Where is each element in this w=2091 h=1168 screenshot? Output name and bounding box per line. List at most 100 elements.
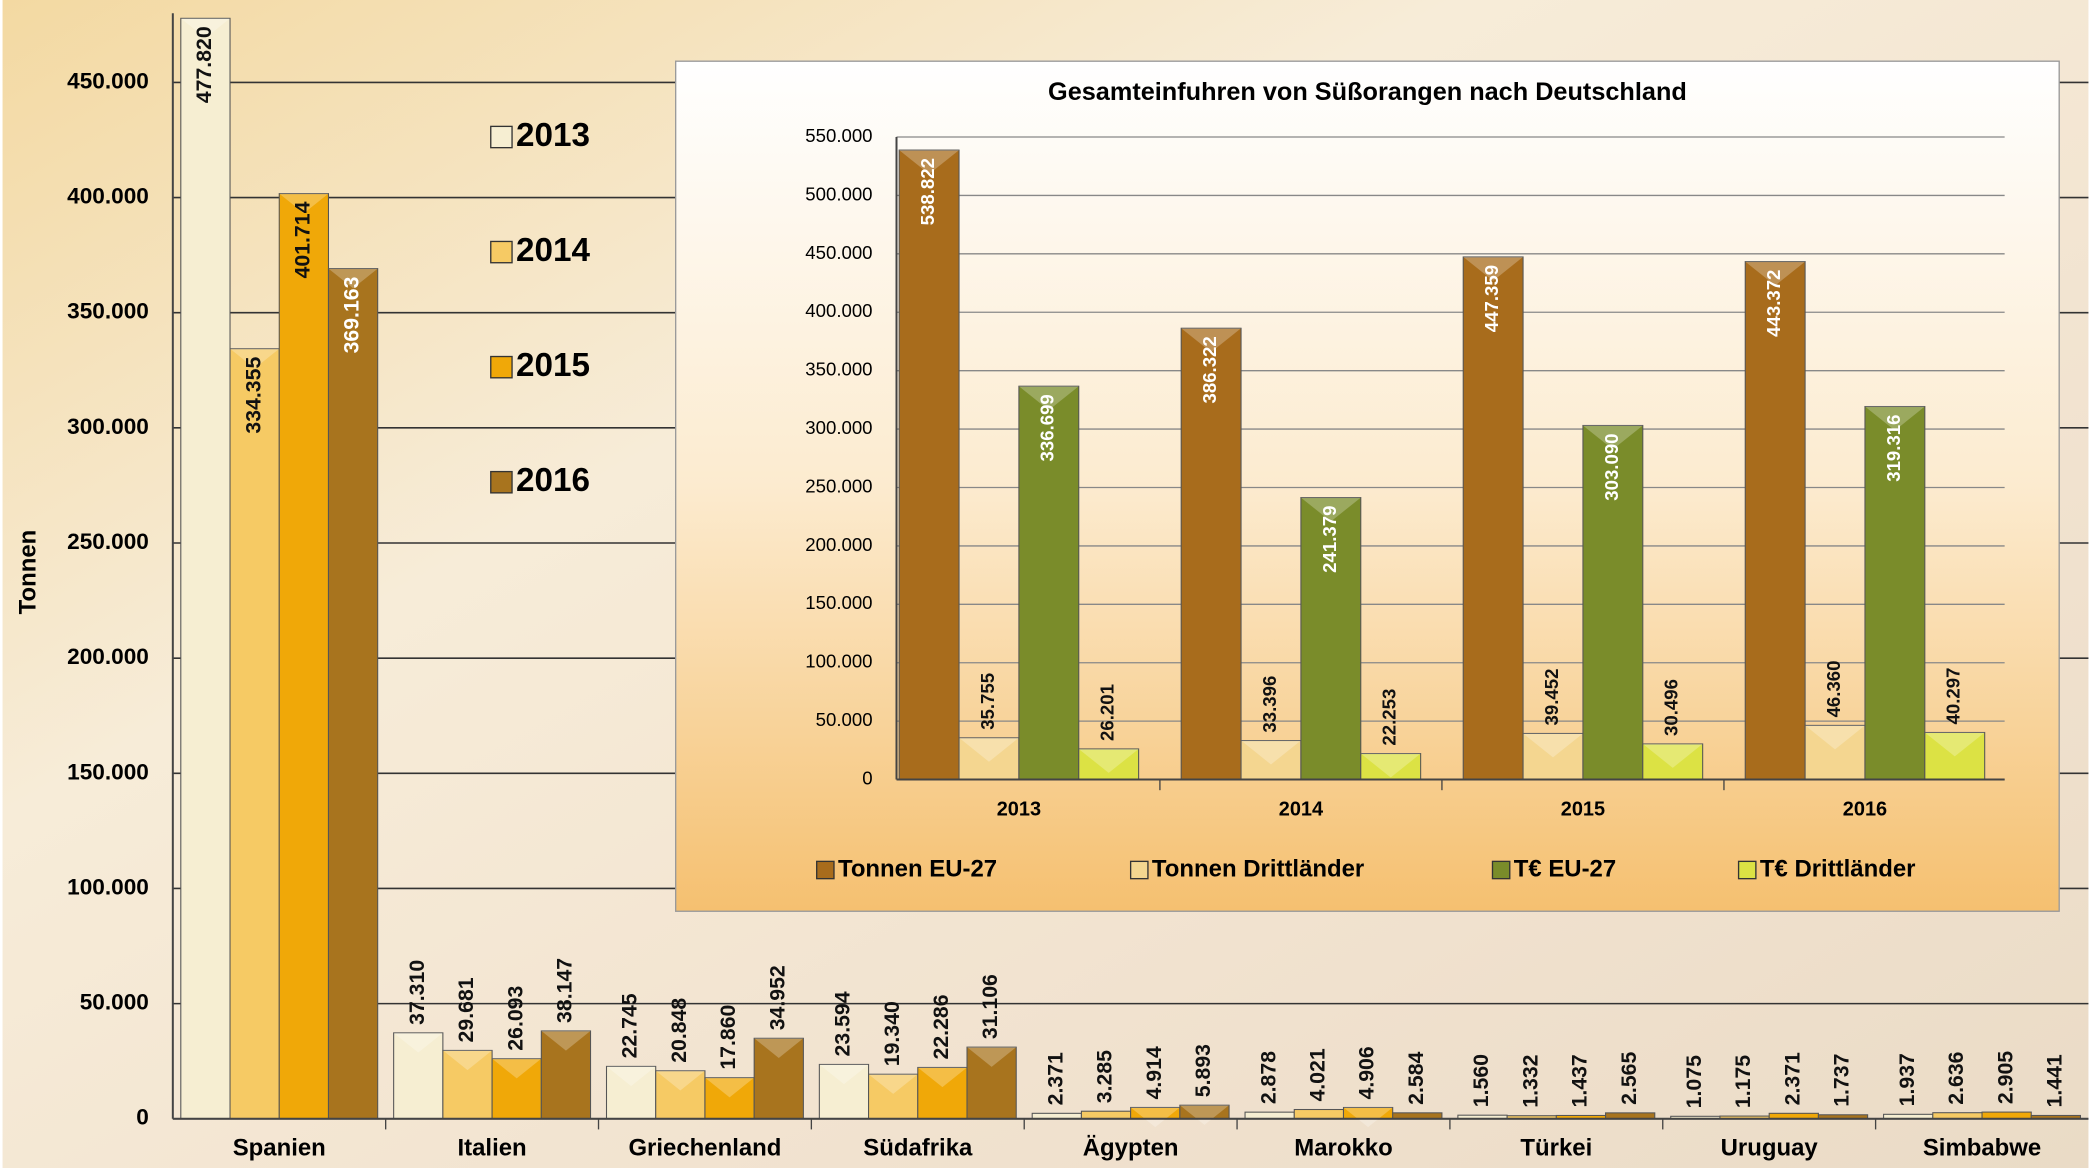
data-label: 401.714: [290, 201, 314, 278]
data-label: 30.496: [1661, 679, 1682, 736]
y-tick-label: 450.000: [67, 68, 149, 93]
data-label: 1.437: [1568, 1054, 1592, 1107]
y-tick-label: 0: [862, 767, 872, 788]
bar-bevel: [1343, 1107, 1393, 1128]
x-tick-label: 2013: [997, 798, 1041, 820]
x-tick-label: Ägypten: [1083, 1135, 1179, 1162]
bar-bevel: [1241, 740, 1301, 765]
y-axis-label: Tonnen: [14, 530, 41, 615]
x-tick-label: Südafrika: [863, 1135, 973, 1162]
y-tick-label: 250.000: [805, 475, 872, 496]
bar-bevel: [1582, 425, 1643, 450]
data-label: 37.310: [405, 960, 429, 1025]
y-tick-label: 300.000: [805, 417, 872, 438]
bar: [229, 348, 280, 1120]
bar: [1080, 1110, 1132, 1120]
data-label: 35.755: [977, 673, 998, 730]
bar: [393, 1032, 444, 1120]
data-label: 447.359: [1481, 265, 1502, 332]
data-label: 20.848: [667, 998, 691, 1063]
bar-bevel: [655, 1070, 705, 1091]
legend-label: 2013: [516, 117, 590, 154]
y-tick-label: 400.000: [805, 300, 872, 321]
data-label: 46.360: [1823, 660, 1844, 717]
bar-bevel: [704, 1077, 755, 1098]
bar: [917, 1066, 968, 1120]
data-label: 22.286: [929, 994, 953, 1059]
bar: [180, 17, 231, 1120]
bar: [655, 1070, 706, 1120]
data-label: 2.371: [1043, 1052, 1067, 1105]
x-tick-label: Spanien: [233, 1135, 326, 1162]
bar: [818, 1063, 870, 1120]
data-label: 443.372: [1763, 270, 1784, 337]
bar-bevel: [606, 1066, 656, 1087]
bar-bevel: [492, 1058, 542, 1079]
data-label: 336.699: [1037, 394, 1058, 461]
y-tick-label: 350.000: [805, 359, 872, 380]
x-tick-label: Simbabwe: [1923, 1135, 2041, 1162]
bar-bevel: [1745, 261, 1806, 286]
legend-label: 2015: [516, 347, 590, 384]
bar: [1744, 261, 1806, 781]
chart-title: Gesamteinfuhren von Süßorangen nach Deut…: [1048, 78, 1687, 106]
bar-bevel: [1181, 328, 1242, 353]
data-label: 2.905: [1993, 1051, 2017, 1104]
data-label: 4.914: [1142, 1046, 1166, 1099]
x-tick-label: Marokko: [1294, 1135, 1392, 1162]
x-tick-label: 2016: [1843, 798, 1887, 820]
bar-bevel: [1642, 743, 1703, 768]
x-tick-label: Griechenland: [628, 1135, 781, 1162]
bar: [1360, 753, 1422, 781]
bar-bevel: [180, 18, 231, 39]
data-label: 38.147: [553, 958, 577, 1023]
data-label: 1.332: [1518, 1055, 1542, 1108]
data-label: 4.906: [1355, 1046, 1379, 1099]
bar-bevel: [917, 1067, 968, 1088]
data-label: 477.820: [192, 26, 216, 103]
y-tick-label: 100.000: [805, 651, 872, 672]
y-tick-label: 300.000: [67, 414, 149, 439]
bar-bevel: [1924, 732, 1985, 757]
bar: [1642, 743, 1704, 781]
data-label: 19.340: [880, 1001, 904, 1066]
legend-swatch: [1129, 860, 1149, 880]
x-tick-label: 2014: [1279, 798, 1323, 820]
legend-swatch: [490, 125, 513, 149]
data-label: 2.584: [1404, 1051, 1428, 1104]
bar-bevel: [328, 268, 378, 289]
legend-swatch: [1491, 860, 1511, 880]
bar-bevel: [1360, 753, 1421, 778]
bar-bevel: [1463, 256, 1524, 281]
inset-panel: [675, 60, 2060, 912]
data-label: 1.937: [1895, 1053, 1919, 1106]
data-label: 26.093: [503, 985, 527, 1050]
y-tick-label: 250.000: [67, 529, 149, 554]
data-label: 319.316: [1883, 414, 1904, 481]
y-tick-label: 50.000: [80, 990, 149, 1015]
legend-swatch: [490, 355, 513, 379]
data-label: 2.636: [1944, 1051, 1968, 1104]
y-tick-label: 500.000: [805, 183, 872, 204]
bar-bevel: [1078, 748, 1139, 773]
data-label: 369.163: [340, 276, 364, 353]
data-label: 23.594: [831, 991, 855, 1056]
bar-bevel: [541, 1030, 591, 1051]
bar: [540, 1030, 592, 1120]
data-label: 22.253: [1379, 689, 1400, 746]
bar: [753, 1037, 804, 1120]
y-tick-label: 200.000: [67, 644, 149, 669]
data-label: 241.379: [1319, 506, 1340, 573]
x-tick-label: Italien: [458, 1135, 527, 1162]
bar-bevel: [959, 737, 1019, 762]
data-label: 1.175: [1731, 1055, 1755, 1108]
bar-bevel: [1179, 1105, 1230, 1125]
bar-bevel: [1523, 733, 1583, 758]
bar: [1293, 1108, 1345, 1120]
x-tick-label: Türkei: [1520, 1135, 1592, 1162]
data-label: 33.396: [1259, 676, 1280, 733]
data-label: 2.371: [1780, 1052, 1804, 1105]
bar-bevel: [393, 1032, 443, 1053]
data-label: 17.860: [716, 1005, 740, 1070]
data-label: 1.737: [1830, 1054, 1854, 1107]
